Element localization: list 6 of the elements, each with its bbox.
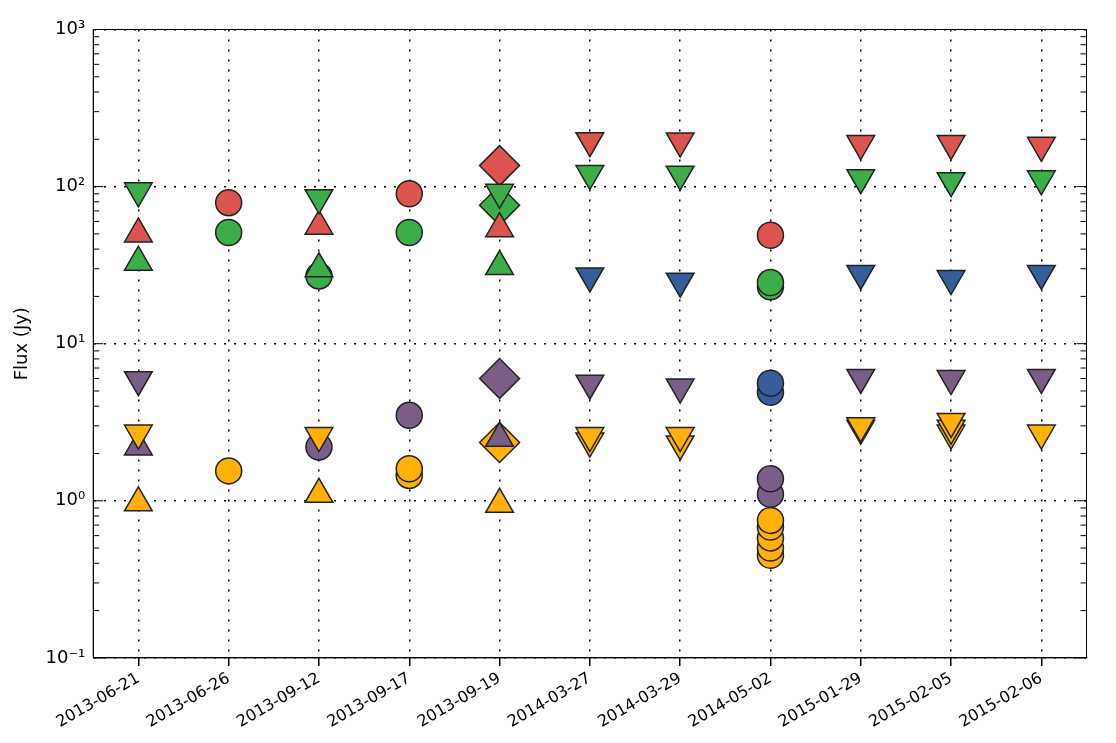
y-tick-label: 10¹ [55, 331, 86, 353]
y-tick-label: 10⁻¹ [45, 645, 86, 667]
y-tick-label: 10² [55, 174, 86, 196]
y-tick-label: 10³ [55, 17, 86, 39]
y-axis-title: Flux (Jy) [10, 307, 32, 381]
y-tick-label: 10⁰ [55, 488, 86, 510]
